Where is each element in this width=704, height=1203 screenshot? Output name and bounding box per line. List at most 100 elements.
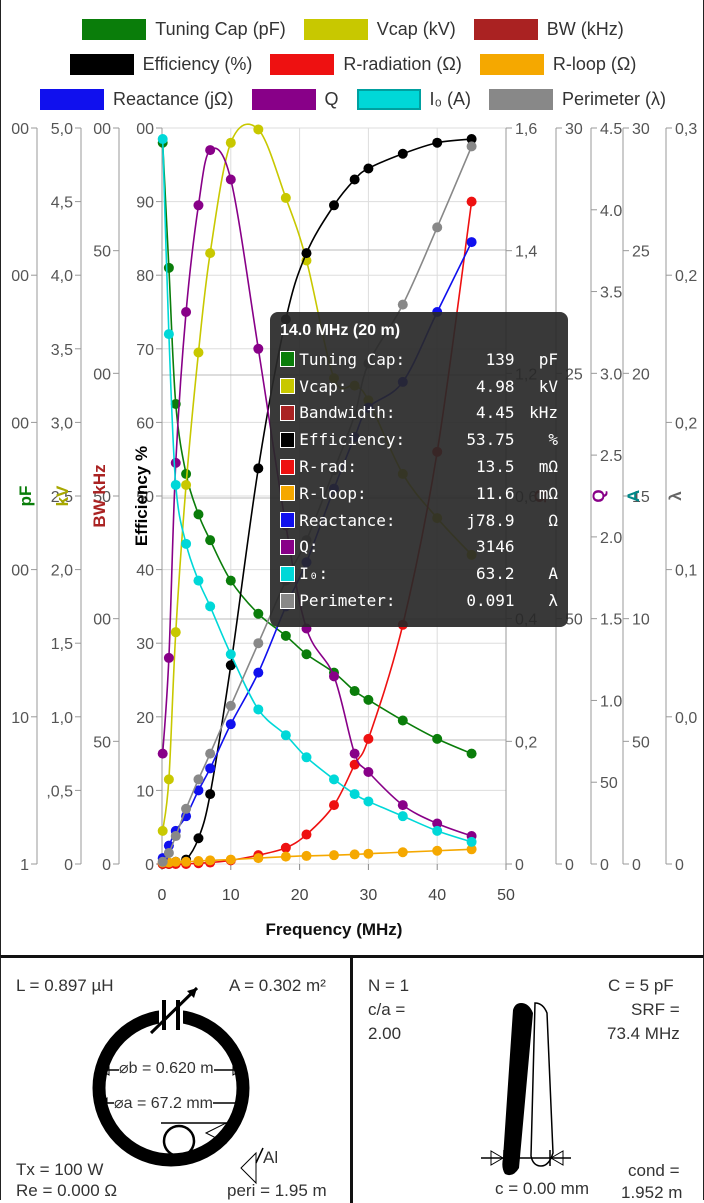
data-point [349,748,360,759]
legend-item[interactable]: Efficiency (%) [69,54,253,75]
tooltip-label: Vcap: [299,376,348,396]
y-tick-label: 0,2 [515,734,537,751]
data-point [301,649,312,660]
y-tick-label: 1,4 [515,244,537,261]
data-point [301,248,312,259]
y-axis-title: BW kHz [90,464,109,527]
y-tick-label: 5,0 [51,121,73,138]
data-point [253,343,264,354]
y-tick-label: 3,0 [51,415,73,432]
data-point [225,660,236,671]
data-point [397,715,408,726]
coil-panel[interactable]: N = 1 c/a = 2.00 C = 5 pF SRF = 73.4 MHz… [353,958,704,1203]
x-tick-label: 40 [428,887,446,904]
tooltip-swatch-icon [280,431,296,448]
data-point [225,174,236,185]
y-tick-label: 90 [136,195,154,212]
legend-item[interactable]: Q [251,89,339,110]
tooltip-unit: mΩ [538,457,558,477]
y-tick-label: 30 [136,636,154,653]
legend-item[interactable]: I₀ (A) [356,89,471,110]
tooltip-swatch-icon [280,351,296,368]
data-point [225,137,236,148]
y-tick-label: 50 [93,244,111,261]
data-point [466,237,477,248]
turns-value: N = 1 [368,976,410,995]
y-tick-label: 0 [515,857,524,874]
legend-item[interactable]: Reactance (jΩ) [40,89,234,110]
data-point [363,733,374,744]
chart-legend: Tuning Cap (pF) Vcap (kV) BW (kHz) Efficien… [1,12,704,117]
legend-item[interactable]: BW (kHz) [473,19,624,40]
data-point [253,667,264,678]
y-tick-label: 15 [632,489,650,506]
tooltip-swatch-icon [280,538,296,555]
tooltip-unit: Ω [548,510,558,530]
tooltip-value: 3146 [476,537,515,557]
y-tick-label: 0 [565,857,574,874]
y-axis-title: Efficiency % [132,446,151,546]
legend-label: Perimeter (λ) [561,89,666,109]
y-tick-label: 00 [11,415,29,432]
coil-outline-icon [530,1002,554,1167]
data-tooltip: 14.0 MHz (20 m) Tuning Cap: 139 pF Vcap: 4.9… [270,312,568,627]
x-tick-label: 10 [222,887,240,904]
legend-label: Efficiency (%) [142,54,253,74]
data-point [280,842,291,853]
legend-swatch-icon [82,19,147,40]
data-point [205,748,216,759]
y-tick-label: 50 [136,489,154,506]
chart-area: 0 10 20 30 40 50 Frequency (MHz) 0 10 20 30 40 50 60 7… [0,0,704,955]
x-tick-label: 20 [291,887,309,904]
data-point [432,733,443,744]
data-point [157,856,168,867]
tooltip-label: Bandwidth: [299,403,396,423]
data-point [329,800,339,811]
data-point [363,163,374,174]
tooltip-row: Perimeter: 0.091 λ [280,587,558,614]
data-point [432,845,443,856]
bottom-panels: L = 0.897 µH A = 0.302 m² ⌀b = 0.620 m [0,955,704,1203]
coil-conductor-icon [502,1003,533,1176]
legend-item[interactable]: Vcap (kV) [303,19,456,40]
loop-panel[interactable]: L = 0.897 µH A = 0.302 m² ⌀b = 0.620 m [1,958,353,1203]
data-point [432,137,443,148]
tooltip-swatch-icon [280,404,296,421]
tooltip-label: Tuning Cap: [299,349,406,369]
legend-item[interactable]: R-loop (Ω) [479,54,636,75]
tooltip-row: R-loop: 11.6 mΩ [280,480,558,507]
loop-ring-icon [92,1009,250,1167]
y-tick-label: 20 [632,366,650,383]
tooltip-label: R-rad: [299,457,358,477]
y-tick-label: 0 [102,857,111,874]
data-point [329,200,339,211]
y-tick-label: 30 [632,121,650,138]
y-tick-label: 0 [145,857,154,874]
data-point [253,124,264,135]
legend-item[interactable]: Perimeter (λ) [488,89,666,110]
y-tick-label: 10 [11,710,29,727]
data-point [397,811,408,822]
data-point [349,789,360,800]
data-point [205,855,216,866]
y-tick-label: 1,5 [51,636,73,653]
tooltip-swatch-icon [280,565,296,582]
legend-item[interactable]: R-radiation (Ω) [270,54,462,75]
legend-label: I₀ (A) [429,89,471,109]
capacitance-value: C = 5 pF [608,976,674,995]
data-point [466,134,477,145]
data-point [205,145,216,156]
legend-item[interactable]: Tuning Cap (pF) [82,19,286,40]
y-tick-label: 00 [11,563,29,580]
legend-label: BW (kHz) [546,19,624,39]
material-label: Al [263,1148,279,1167]
data-point [181,856,192,867]
data-point [363,848,374,859]
data-point [205,601,216,612]
data-point [349,759,360,770]
tooltip-label: Efficiency: [299,430,406,450]
data-point [225,854,236,865]
tooltip-swatch-icon [280,458,296,475]
data-point [301,850,312,861]
data-point [181,307,192,317]
